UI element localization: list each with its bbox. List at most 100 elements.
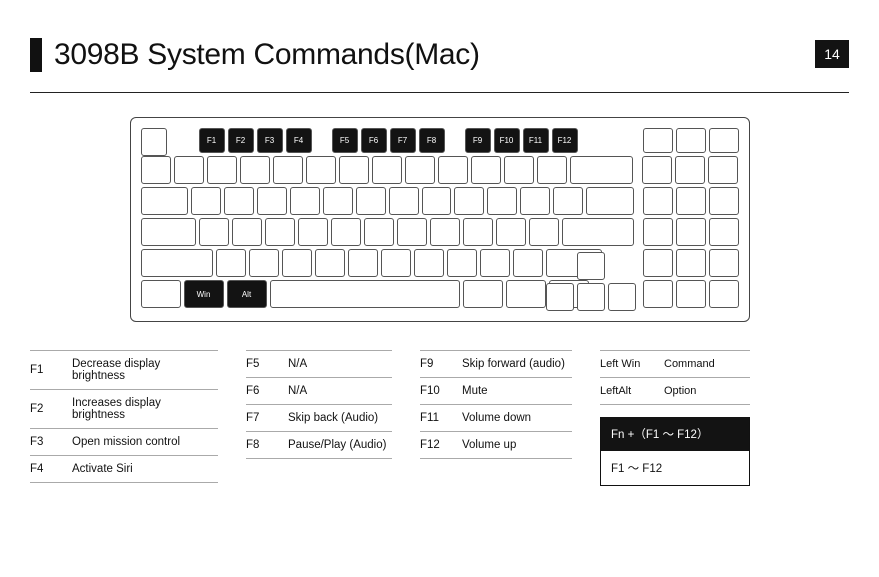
key-blank — [438, 156, 468, 184]
key-blank — [675, 156, 705, 184]
legend-key: F12 — [420, 432, 456, 459]
fn-box: Fn +（F1 ～ F12） F1 ～ F12 — [600, 417, 750, 486]
side-key: LeftAlt — [600, 378, 658, 405]
key-gap — [448, 128, 462, 156]
key-blank — [487, 187, 517, 215]
legend-key: F1 — [30, 351, 66, 390]
key-blank — [553, 187, 583, 215]
key-blank — [240, 156, 270, 184]
key-blank — [709, 280, 739, 308]
key-arrow-down — [577, 283, 605, 311]
fn-box-header: Fn +（F1 ～ F12） — [601, 417, 749, 451]
key-blank — [643, 280, 673, 308]
key-f5: F5 — [332, 128, 358, 153]
key-blank — [191, 187, 221, 215]
key-blank — [676, 187, 706, 215]
legend-key: F3 — [30, 429, 66, 456]
side-row: LeftAltOption — [600, 378, 750, 405]
key-blank — [372, 156, 402, 184]
key-backslash — [586, 187, 634, 215]
legend-key: F8 — [246, 432, 282, 459]
key-blank — [306, 156, 336, 184]
key-blank — [676, 128, 706, 153]
key-alt: Alt — [227, 280, 267, 308]
header-accent-bar — [30, 38, 42, 72]
key-blank — [224, 187, 254, 215]
keyboard-outline: F1 F2 F3 F4 F5 F6 F7 F8 F9 F10 F11 F12 — [130, 117, 750, 322]
key-blank — [141, 156, 171, 184]
legend-key: F5 — [246, 351, 282, 378]
legend-key: F11 — [420, 405, 456, 432]
legend-key: F4 — [30, 456, 66, 483]
legend-col-c: F9Skip forward (audio) F10Mute F11Volume… — [420, 350, 572, 459]
key-blank — [339, 156, 369, 184]
page-title: 3098B System Commands(Mac) — [54, 38, 480, 72]
key-blank — [454, 187, 484, 215]
key-blank — [273, 156, 303, 184]
key-gap — [581, 128, 640, 156]
key-gap — [637, 218, 640, 246]
key-blank — [232, 218, 262, 246]
legend-value: Volume up — [456, 432, 572, 459]
key-blank — [315, 249, 345, 277]
key-arrow-left — [546, 283, 574, 311]
key-blank — [257, 187, 287, 215]
key-blank — [356, 187, 386, 215]
key-blank — [643, 249, 673, 277]
keyboard-row-1: F1 F2 F3 F4 F5 F6 F7 F8 F9 F10 F11 F12 — [141, 128, 739, 153]
key-lctrl — [141, 280, 181, 308]
key-blank — [389, 187, 419, 215]
legend-row: F12Volume up — [420, 432, 572, 459]
legend-row: F1Decrease display brightness — [30, 351, 218, 390]
legend-col-b: F5N/A F6N/A F7Skip back (Audio) F8Pause/… — [246, 350, 392, 459]
legend-row: F11Volume down — [420, 405, 572, 432]
key-esc — [141, 128, 167, 156]
key-gap — [315, 128, 329, 156]
key-blank — [282, 249, 312, 277]
legend-row: F3Open mission control — [30, 429, 218, 456]
key-blank — [405, 156, 435, 184]
legend-value: Mute — [456, 378, 572, 405]
key-f2: F2 — [228, 128, 254, 153]
key-blank — [298, 218, 328, 246]
key-f9: F9 — [465, 128, 491, 153]
key-blank — [471, 156, 501, 184]
key-blank — [709, 187, 739, 215]
legend-key: F7 — [246, 405, 282, 432]
keyboard-row-3 — [141, 187, 739, 215]
legend-row: F7Skip back (Audio) — [246, 405, 392, 432]
key-blank — [676, 218, 706, 246]
key-blank — [430, 218, 460, 246]
side-key: Left Win — [600, 351, 658, 378]
key-f10: F10 — [494, 128, 520, 153]
keyboard-row-4 — [141, 218, 739, 246]
key-blank — [364, 218, 394, 246]
key-blank — [709, 249, 739, 277]
side-value: Command — [658, 351, 750, 378]
header-divider — [30, 92, 849, 93]
key-caps — [141, 218, 197, 246]
key-blank — [642, 156, 672, 184]
key-space — [270, 280, 460, 308]
legend-value: Decrease display brightness — [66, 351, 218, 390]
legend-row: F8Pause/Play (Audio) — [246, 432, 392, 459]
key-blank — [422, 187, 452, 215]
page-header: 3098B System Commands(Mac) — [30, 38, 849, 72]
keyboard-row-2 — [141, 156, 739, 184]
side-value: Option — [658, 378, 750, 405]
legend-value: Volume down — [456, 405, 572, 432]
keyboard-row-6: Win Alt — [141, 280, 739, 308]
key-gap — [637, 187, 640, 215]
key-f12: F12 — [552, 128, 578, 153]
key-enter — [562, 218, 634, 246]
side-row: Left WinCommand — [600, 351, 750, 378]
key-blank — [174, 156, 204, 184]
key-blank — [216, 249, 246, 277]
key-tab — [141, 187, 189, 215]
legend-value: Increases display brightness — [66, 390, 218, 429]
key-blank — [520, 187, 550, 215]
legend-key: F6 — [246, 378, 282, 405]
key-f8: F8 — [419, 128, 445, 153]
legend-row: F2Increases display brightness — [30, 390, 218, 429]
fn-box-body: F1 ～ F12 — [601, 451, 749, 485]
